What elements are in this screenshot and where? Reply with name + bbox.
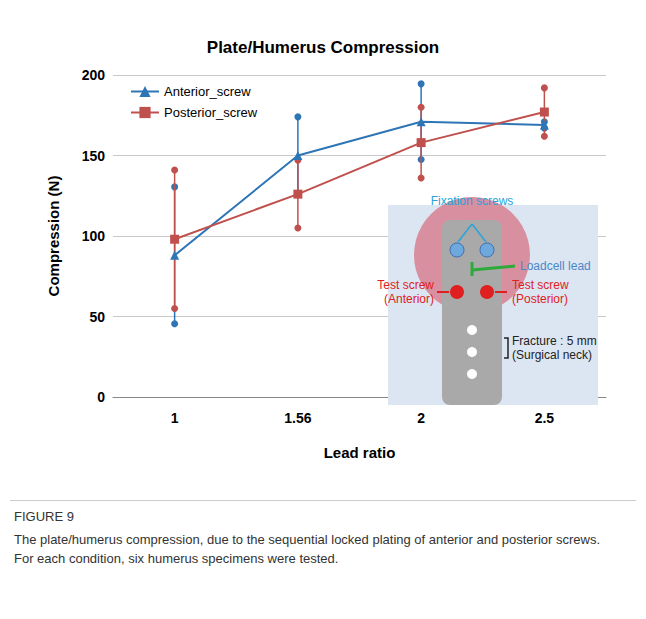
svg-text:100: 100: [82, 228, 106, 244]
svg-text:The plate/humerus compression,: The plate/humerus compression, due to th…: [14, 532, 604, 547]
svg-text:150: 150: [82, 148, 106, 164]
svg-text:Lead ratio: Lead ratio: [324, 444, 396, 461]
svg-text:200: 200: [82, 67, 106, 83]
svg-text:0: 0: [97, 389, 105, 405]
svg-text:2: 2: [417, 410, 425, 426]
svg-text:Fixation screws: Fixation screws: [431, 194, 514, 208]
svg-text:(Anterior): (Anterior): [384, 292, 434, 306]
svg-text:1: 1: [171, 410, 179, 426]
svg-text:Fracture : 5 mm: Fracture : 5 mm: [512, 334, 597, 348]
svg-text:Test screw: Test screw: [377, 278, 434, 292]
svg-text:Plate/Humerus Compression: Plate/Humerus Compression: [207, 38, 439, 57]
svg-text:Anterior_screw: Anterior_screw: [164, 84, 251, 99]
svg-text:Compression (N): Compression (N): [45, 176, 62, 297]
svg-text:Test screw: Test screw: [512, 278, 569, 292]
svg-text:1.56: 1.56: [284, 410, 311, 426]
svg-text:2.5: 2.5: [535, 410, 555, 426]
svg-text:Posterior_screw: Posterior_screw: [164, 105, 258, 120]
svg-text:(Posterior): (Posterior): [512, 292, 568, 306]
svg-text:For each condition, six humeru: For each condition, six humerus specimen…: [14, 551, 338, 566]
svg-text:Loadcell lead: Loadcell lead: [520, 259, 591, 273]
svg-text:FIGURE 9: FIGURE 9: [14, 509, 74, 524]
svg-text:(Surgical neck): (Surgical neck): [512, 348, 592, 362]
svg-text:50: 50: [89, 309, 105, 325]
